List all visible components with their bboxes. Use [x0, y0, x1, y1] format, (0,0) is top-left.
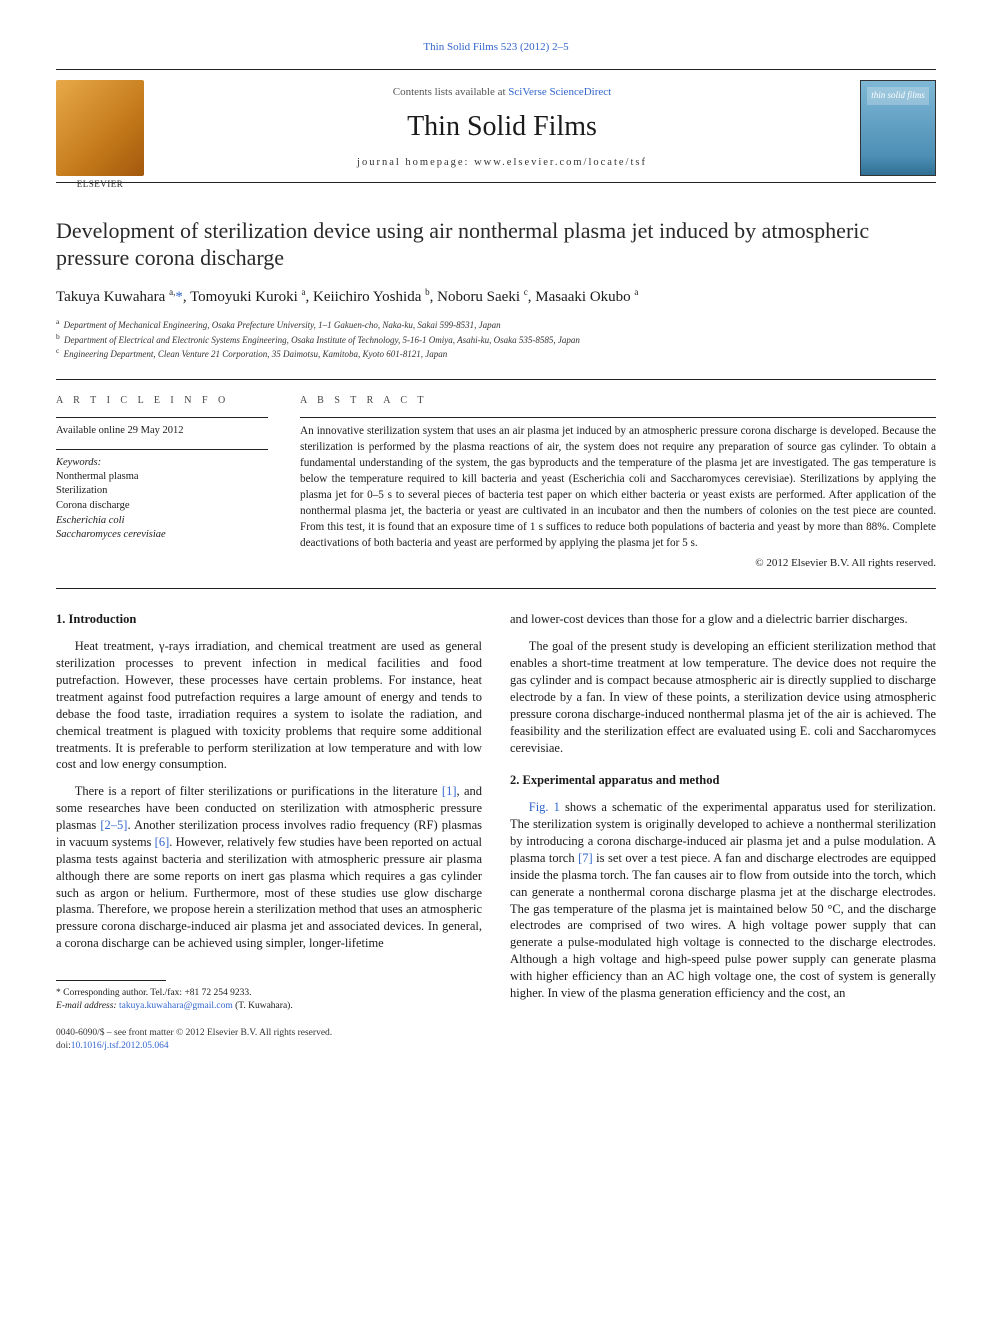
front-matter-footer: 0040-6090/$ – see front matter © 2012 El… — [56, 1027, 482, 1053]
publisher-logo — [56, 80, 144, 176]
affiliation: a Department of Mechanical Engineering, … — [56, 317, 936, 332]
author: Masaaki Okubo — [535, 289, 634, 305]
sciencedirect-link[interactable]: SciVerse ScienceDirect — [508, 86, 611, 98]
citation-link[interactable]: [7] — [578, 851, 593, 865]
author-list: Takuya Kuwahara a,*, Tomoyuki Kuroki a, … — [56, 286, 936, 307]
affiliation: b Department of Electrical and Electroni… — [56, 332, 936, 347]
journal-cover-thumbnail: thin solid films — [860, 80, 936, 176]
article-title: Development of sterilization device usin… — [56, 217, 936, 272]
divider — [56, 449, 268, 450]
body-two-column: 1. Introduction Heat treatment, γ-rays i… — [56, 611, 936, 1052]
body-paragraph: The goal of the present study is develop… — [510, 638, 936, 756]
keyword: Saccharomyces cerevisiae — [56, 528, 268, 543]
footnote-separator — [56, 980, 166, 981]
article-info-label: A R T I C L E I N F O — [56, 394, 268, 408]
keyword: Nonthermal plasma — [56, 470, 268, 485]
citation-link[interactable]: [6] — [155, 835, 170, 849]
citation-link[interactable]: [2–5] — [100, 818, 127, 832]
abstract-label: A B S T R A C T — [300, 394, 936, 408]
journal-masthead: Contents lists available at SciVerse Sci… — [56, 69, 936, 183]
keywords-list: Nonthermal plasma Sterilization Corona d… — [56, 470, 268, 543]
journal-title: Thin Solid Films — [162, 108, 842, 146]
divider — [300, 417, 936, 418]
email-line: E-mail address: takuya.kuwahara@gmail.co… — [56, 1000, 482, 1013]
author: Tomoyuki Kuroki — [190, 289, 301, 305]
keyword: Sterilization — [56, 484, 268, 499]
citation-link[interactable]: [1] — [442, 784, 457, 798]
body-paragraph: and lower-cost devices than those for a … — [510, 611, 936, 628]
corresponding-author-mark[interactable]: * — [175, 289, 183, 305]
author: Keiichiro Yoshida — [313, 289, 425, 305]
doi-link[interactable]: 10.1016/j.tsf.2012.05.064 — [71, 1041, 169, 1051]
contents-prefix: Contents lists available at — [393, 86, 508, 98]
body-column-left: 1. Introduction Heat treatment, γ-rays i… — [56, 611, 482, 1052]
author-email-link[interactable]: takuya.kuwahara@gmail.com — [119, 1001, 233, 1011]
author: Noboru Saeki — [437, 289, 524, 305]
footnotes: * Corresponding author. Tel./fax: +81 72… — [56, 987, 482, 1013]
keyword: Corona discharge — [56, 499, 268, 514]
keyword: Escherichia coli — [56, 514, 268, 529]
body-paragraph: There is a report of filter sterilizatio… — [56, 783, 482, 952]
body-paragraph: Fig. 1 shows a schematic of the experime… — [510, 799, 936, 1002]
keywords-label: Keywords: — [56, 456, 268, 470]
abstract-column: A B S T R A C T An innovative sterilizat… — [300, 394, 936, 571]
figure-link[interactable]: Fig. 1 — [529, 800, 560, 814]
divider — [56, 417, 268, 418]
journal-homepage: journal homepage: www.elsevier.com/locat… — [162, 156, 842, 170]
section-heading: 2. Experimental apparatus and method — [510, 772, 936, 789]
contents-available-line: Contents lists available at SciVerse Sci… — [162, 85, 842, 100]
masthead-center: Contents lists available at SciVerse Sci… — [162, 85, 842, 170]
info-abstract-row: A R T I C L E I N F O Available online 2… — [56, 380, 936, 590]
author-mark: a — [634, 287, 638, 297]
abstract-copyright: © 2012 Elsevier B.V. All rights reserved… — [300, 556, 936, 571]
body-column-right: and lower-cost devices than those for a … — [510, 611, 936, 1052]
cover-label: thin solid films — [861, 89, 935, 101]
body-paragraph: Heat treatment, γ-rays irradiation, and … — [56, 638, 482, 773]
abstract-text: An innovative sterilization system that … — [300, 424, 936, 551]
affiliations: a Department of Mechanical Engineering, … — [56, 317, 936, 361]
corresponding-author-note: * Corresponding author. Tel./fax: +81 72… — [56, 987, 482, 1000]
journal-reference: Thin Solid Films 523 (2012) 2–5 — [56, 40, 936, 55]
article-info-column: A R T I C L E I N F O Available online 2… — [56, 394, 268, 571]
available-online: Available online 29 May 2012 — [56, 424, 268, 438]
doi-line: doi:10.1016/j.tsf.2012.05.064 — [56, 1040, 482, 1053]
author: Takuya Kuwahara — [56, 289, 169, 305]
front-matter-line: 0040-6090/$ – see front matter © 2012 El… — [56, 1027, 482, 1040]
affiliation: c Engineering Department, Clean Venture … — [56, 346, 936, 361]
section-heading: 1. Introduction — [56, 611, 482, 628]
